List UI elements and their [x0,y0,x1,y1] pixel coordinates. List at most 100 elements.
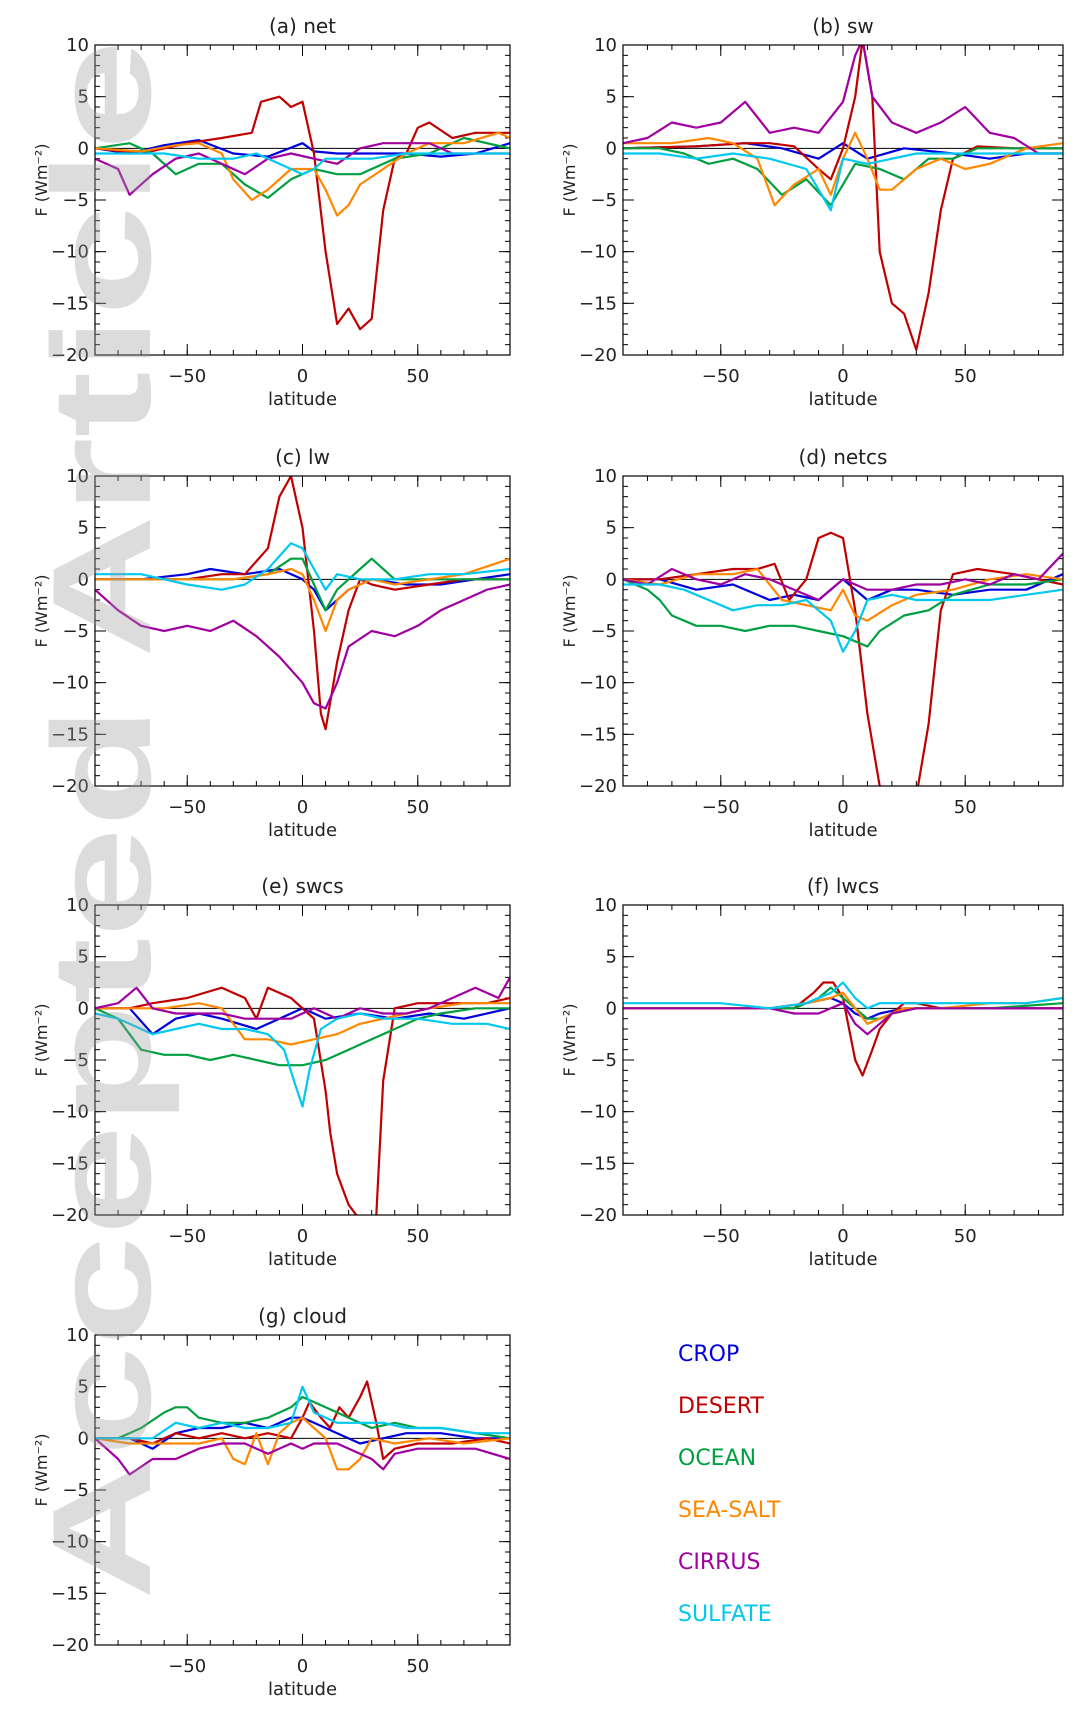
series-line-sulfate [623,152,1063,212]
panel-7: (g) cloud−50 0 501050−5−10−15−20latitudeF … [32,1304,511,1700]
y-tick-label: 5 [78,1377,89,1398]
series-line-sulfate [95,1012,510,1108]
y-axis-label: F (Wm⁻²) [32,1003,51,1076]
y-tick-label: 10 [594,35,617,56]
y-tick-label: 10 [66,1325,89,1346]
panel-title: (c) lw [275,445,330,469]
y-tick-label: 0 [78,569,89,590]
series-line-crop [95,139,510,158]
y-tick-label: −20 [579,345,617,366]
x-tick-label: 0 [297,1226,308,1247]
panel-title: (b) sw [812,14,873,38]
y-tick-label: −5 [62,1480,89,1501]
series-line-sulfate [95,152,510,176]
y-tick-label: −10 [579,242,617,263]
y-tick-label: −10 [579,673,617,694]
legend-entry-sulfate: SULFATE [678,1602,772,1627]
x-tick-label: 50 [954,366,977,387]
series-line-desert [95,986,510,1215]
y-axis-label: F (Wm⁻²) [560,143,579,216]
y-tick-label: −5 [62,621,89,642]
y-tick-label: 5 [78,87,89,108]
y-tick-label: 10 [66,35,89,56]
y-tick-label: −20 [579,1205,617,1226]
series-line-cirrus [623,45,1063,155]
y-tick-label: 0 [78,138,89,159]
x-tick-label: 0 [297,797,308,818]
series-group [95,1380,510,1476]
legend-entry-ocean: OCEAN [678,1446,756,1471]
x-tick-label: −50 [702,1226,740,1247]
y-tick-label: −20 [579,776,617,797]
series-line-cirrus [623,552,1063,602]
y-tick-label: −10 [51,242,89,263]
plot-frame [622,904,1064,1216]
y-axis-label: F (Wm⁻²) [560,574,579,647]
plot-frame [94,44,511,356]
plot-frame [622,475,1064,787]
y-tick-label: 5 [606,87,617,108]
y-tick-label: −10 [51,673,89,694]
panel-4: (d) netcs−50 0 501050−5−10−15−20latitudeF … [560,445,1064,841]
y-tick-label: −20 [51,776,89,797]
x-axis-label: latitude [268,1679,337,1700]
series-line-ocean [623,578,1063,648]
y-tick-label: −15 [51,724,89,745]
panel-title: (a) net [269,14,336,38]
y-axis-label: F (Wm⁻²) [560,1003,579,1076]
x-axis-label: latitude [268,820,337,841]
series-line-cirrus [95,583,510,710]
series-line-desert [95,476,510,731]
series-group [95,95,510,331]
y-tick-label: 0 [606,569,617,590]
x-axis-label: latitude [268,1249,337,1270]
x-tick-label: 0 [837,366,848,387]
y-tick-label: −10 [579,1102,617,1123]
series-line-desert [95,1380,510,1461]
y-tick-label: −5 [62,1050,89,1071]
series-line-ocean [95,136,510,199]
legend-entry-crop: CROP [678,1342,739,1367]
x-tick-label: 0 [297,1656,308,1677]
y-tick-label: 5 [78,518,89,539]
series-group [623,981,1063,1077]
x-tick-label: 0 [297,366,308,387]
x-tick-label: 50 [406,366,429,387]
y-tick-label: 10 [66,466,89,487]
series-line-desert [623,531,1063,786]
y-axis-label: F (Wm⁻²) [32,574,51,647]
series-line-ocean [623,147,1063,207]
series-line-sea-salt [95,557,510,633]
y-tick-label: 5 [606,518,617,539]
y-tick-label: −15 [51,1583,89,1604]
y-tick-label: 5 [78,947,89,968]
series-line-cirrus [95,1437,510,1476]
y-tick-label: 0 [606,998,617,1019]
y-tick-label: −15 [579,293,617,314]
series-line-cirrus [95,142,510,196]
plot-frame [94,1334,511,1646]
y-tick-label: 0 [606,138,617,159]
x-tick-label: 50 [954,1226,977,1247]
x-tick-label: −50 [168,1226,206,1247]
series-line-sea-salt [623,567,1063,622]
series-line-cirrus [95,976,510,1020]
series-line-sea-salt [95,131,510,217]
x-axis-label: latitude [808,820,877,841]
x-axis-label: latitude [808,1249,877,1270]
legend-entry-desert: DESERT [678,1394,764,1419]
x-tick-label: 0 [837,797,848,818]
series-line-sea-salt [95,1416,510,1471]
series-line-desert [95,95,510,331]
y-tick-label: 5 [606,947,617,968]
y-tick-label: 10 [594,895,617,916]
x-tick-label: −50 [702,366,740,387]
x-tick-label: −50 [702,797,740,818]
series-group [95,976,510,1215]
x-tick-label: 50 [406,1656,429,1677]
